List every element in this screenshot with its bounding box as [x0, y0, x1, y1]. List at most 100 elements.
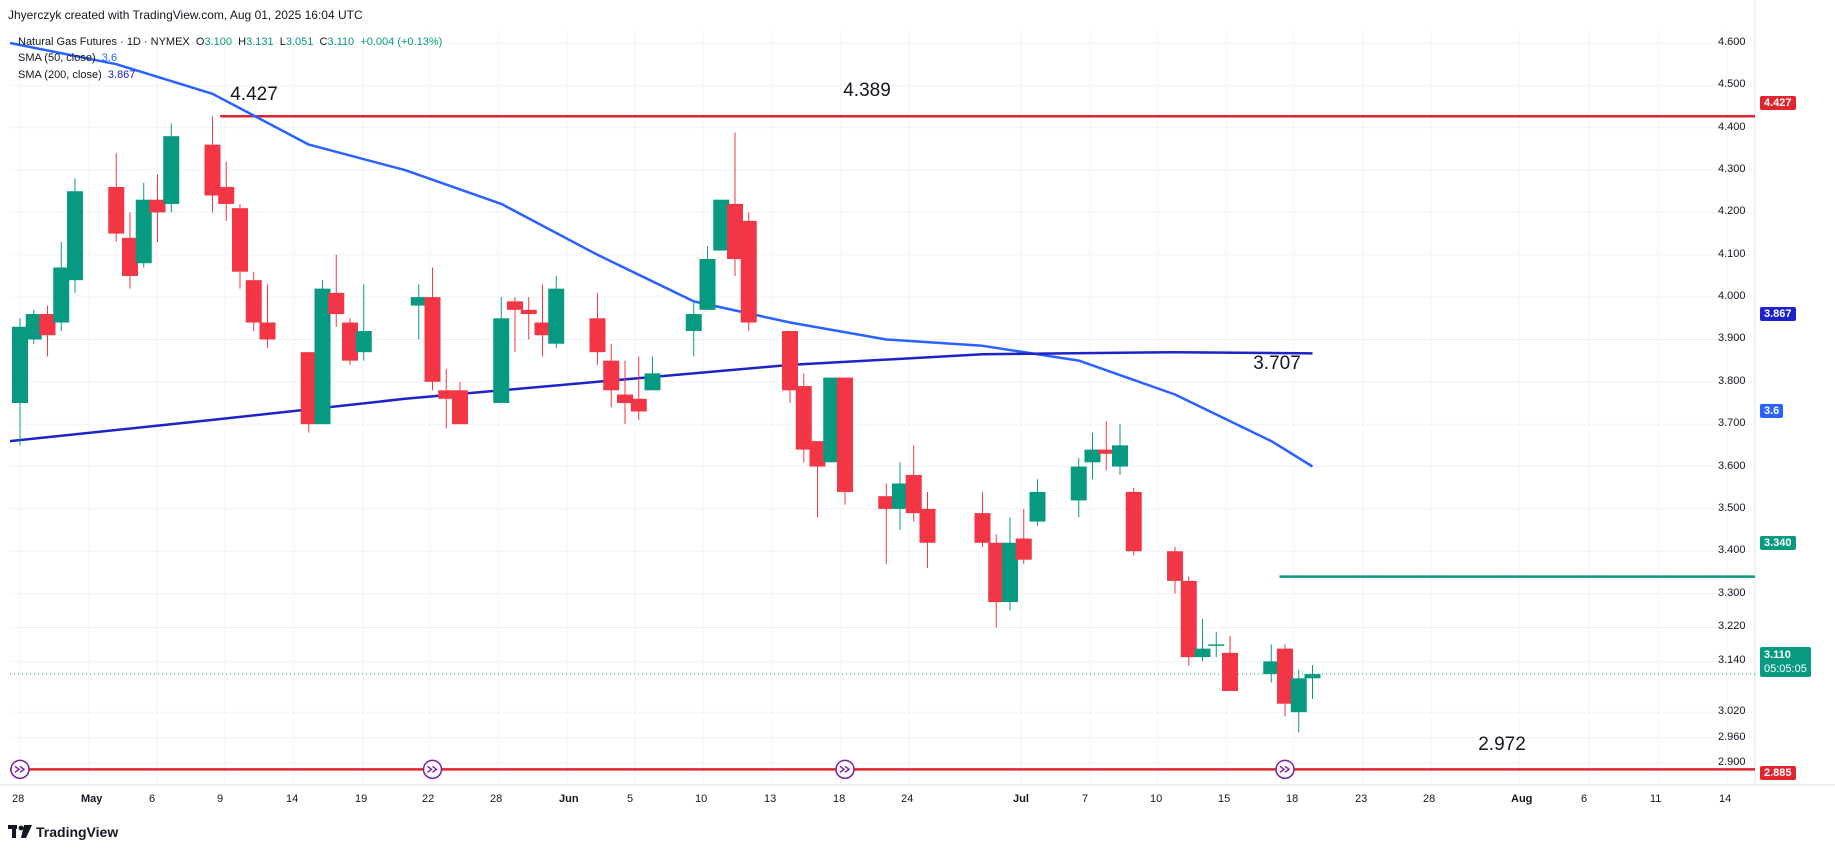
candle-body — [837, 377, 853, 492]
candle-body — [905, 475, 922, 514]
date-tick-label: 5 — [627, 793, 634, 805]
candle — [685, 301, 702, 357]
candle — [328, 254, 345, 327]
event-marker-icon — [835, 759, 855, 780]
date-tick-label: 11 — [1650, 793, 1662, 805]
candle — [534, 284, 551, 357]
candle-body — [603, 360, 620, 391]
open-value: 3.100 — [204, 36, 232, 48]
date-tick-label: 6 — [149, 793, 156, 805]
annotation-high-4427: 4.427 — [230, 84, 278, 105]
high-label: H — [238, 36, 247, 48]
candle — [53, 242, 70, 331]
candle — [1304, 665, 1321, 700]
price-tick-label: 3.900 — [1718, 332, 1746, 345]
badge-last-price: 3.110 05:05:05 — [1760, 647, 1811, 677]
candle-body — [919, 508, 936, 543]
candle — [603, 343, 620, 408]
symbol-legend: Natural Gas Futures · 1D · NYMEX O3.100 … — [18, 36, 442, 48]
candle — [149, 174, 166, 243]
price-tick-label: 4.500 — [1718, 78, 1746, 91]
candle-body — [1098, 449, 1115, 454]
candle — [1208, 631, 1225, 658]
candle-body — [355, 331, 372, 353]
date-tick-label: 13 — [764, 793, 777, 805]
date-tick-label: 6 — [1581, 793, 1588, 805]
annotation-high-3707: 3.707 — [1253, 353, 1301, 374]
candle-body — [548, 288, 565, 344]
candle-body — [1002, 542, 1018, 603]
candle-body — [1112, 445, 1128, 467]
candle — [1084, 432, 1101, 480]
candle — [410, 284, 427, 340]
badge-4427: 4.427 — [1760, 96, 1796, 110]
candle — [1263, 644, 1280, 683]
last-price-value: 3.110 — [1764, 649, 1791, 661]
date-tick-label: 10 — [695, 793, 708, 805]
candle — [259, 284, 276, 348]
tradingview-logo[interactable]: TradingView — [8, 824, 118, 840]
date-tick-label: 24 — [901, 793, 914, 805]
price-tick-label: 3.400 — [1718, 544, 1746, 557]
candle-body — [1015, 538, 1032, 560]
event-marker-icon — [422, 759, 443, 780]
candle-body — [1167, 551, 1183, 581]
candle — [67, 178, 83, 293]
candle-body — [452, 390, 468, 425]
date-tick-label: 28 — [1423, 793, 1436, 805]
date-tick-label: 28 — [12, 793, 25, 805]
candle — [493, 297, 510, 403]
date-tick-label: 18 — [1286, 793, 1299, 805]
candle-body — [25, 314, 42, 340]
date-tick-label: 22 — [422, 793, 435, 805]
candle-body — [410, 297, 427, 306]
annotation-low-2972: 2.972 — [1478, 734, 1526, 755]
symbol-name: Natural Gas Futures · 1D · NYMEX — [18, 36, 190, 48]
price-tick-label: 4.300 — [1718, 163, 1746, 176]
date-tick-label: 19 — [355, 793, 368, 805]
candle-body — [1029, 491, 1046, 522]
candle — [135, 182, 152, 268]
event-marker-glyph — [839, 765, 851, 773]
candle-body — [1194, 648, 1211, 658]
candle — [1112, 424, 1128, 475]
horizontal-levels — [10, 115, 1755, 771]
date-tick-label: Jul — [1013, 793, 1029, 805]
candle-body — [67, 191, 83, 281]
price-tick-label: 3.600 — [1718, 459, 1746, 472]
candle-body — [699, 259, 716, 310]
candle-body — [892, 483, 908, 509]
candle — [974, 491, 991, 547]
candles — [12, 116, 1321, 733]
candle — [438, 369, 455, 429]
sma50-value: 3.6 — [101, 52, 118, 64]
candle-body — [342, 322, 358, 361]
candle-body — [795, 386, 812, 450]
candle — [892, 462, 908, 531]
candle-body — [520, 309, 537, 315]
date-tick-label: Jun — [559, 793, 579, 805]
date-tick-label: 18 — [833, 793, 846, 805]
candle-body — [122, 237, 138, 276]
candle — [740, 212, 757, 331]
event-marker-icon — [1275, 759, 1295, 780]
sma200-value: 3.867 — [107, 69, 136, 81]
candle — [232, 203, 248, 289]
candle — [1194, 619, 1211, 662]
candle — [245, 271, 262, 331]
date-tick-label: 9 — [217, 793, 224, 805]
candle — [617, 360, 633, 425]
candle — [314, 280, 331, 425]
candle — [204, 116, 221, 213]
attribution-text: Jhyerczyk created with TradingView.com, … — [8, 8, 363, 22]
candle-body — [617, 394, 633, 403]
price-tick-label: 2.900 — [1718, 756, 1746, 768]
date-tick-label: 14 — [286, 793, 299, 805]
candle-body — [1222, 652, 1238, 691]
candle — [988, 534, 1005, 628]
candle — [809, 441, 826, 518]
candle-body — [204, 144, 221, 196]
event-marker-glyph — [14, 765, 26, 773]
badge-2885: 2.885 — [1760, 766, 1796, 780]
